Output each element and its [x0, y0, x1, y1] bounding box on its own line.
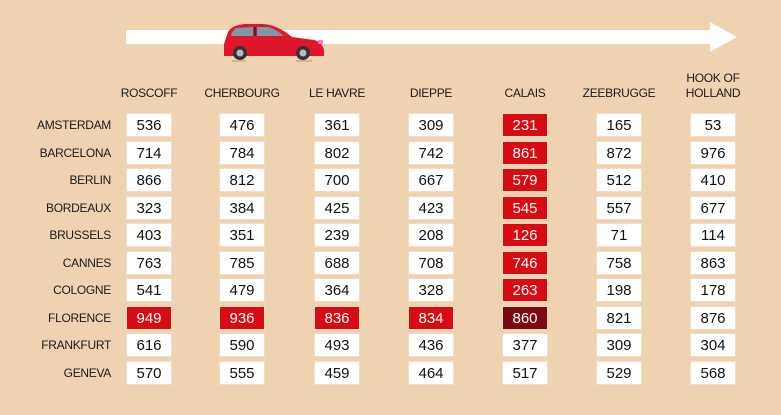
distance-cell: 53	[690, 113, 736, 137]
distance-cell: 304	[690, 333, 736, 357]
route-graphic	[126, 22, 737, 62]
distance-cell: 700	[314, 168, 360, 192]
distance-cell: 758	[596, 250, 642, 275]
city-label: CANNES	[62, 255, 112, 270]
distance-cell: 403	[126, 223, 172, 247]
distance-cell: 785	[219, 250, 265, 275]
distance-cell: 208	[408, 223, 454, 247]
distance-cell: 529	[596, 360, 642, 385]
distance-cell: 708	[408, 250, 454, 275]
distance-cell: 976	[690, 140, 736, 165]
distance-cell: 126	[502, 223, 548, 247]
distance-cell: 677	[690, 195, 736, 220]
distance-cell: 198	[596, 278, 642, 302]
car-icon	[224, 24, 324, 62]
distance-cell: 459	[314, 360, 360, 385]
city-label: FLORENCE	[48, 310, 111, 325]
distance-cell: 834	[408, 305, 454, 330]
port-header: ZEEBRUGGE	[582, 86, 656, 100]
city-label: BERLIN	[69, 173, 111, 187]
distance-cell: 746	[502, 250, 548, 275]
distance-cell: 309	[408, 113, 454, 137]
distance-cell: 555	[219, 360, 265, 385]
distance-cell: 545	[502, 195, 548, 220]
distance-cell: 231	[502, 113, 548, 137]
distance-cell: 476	[219, 113, 265, 137]
distance-cell: 714	[126, 140, 172, 165]
city-label: FRANKFURT	[41, 338, 111, 352]
distance-cell: 861	[502, 140, 548, 165]
distance-cell: 616	[126, 333, 172, 357]
distance-cell: 239	[314, 223, 360, 247]
distance-cell: 570	[126, 360, 172, 385]
distance-cell: 384	[219, 195, 265, 220]
distance-cell: 784	[219, 140, 265, 165]
distance-cell: 361	[314, 113, 360, 137]
distance-cell: 579	[502, 168, 548, 192]
distance-cell: 541	[126, 278, 172, 302]
distance-cell: 863	[690, 250, 736, 275]
distance-cell: 536	[126, 113, 172, 137]
distance-cell: 866	[126, 168, 172, 192]
distance-cell: 742	[408, 140, 454, 165]
distance-cell: 377	[502, 333, 548, 357]
port-header: HOOK OF HOLLAND	[685, 71, 741, 100]
distance-cell: 178	[690, 278, 736, 302]
distance-cell: 323	[126, 195, 172, 220]
distance-cell: 263	[502, 278, 548, 302]
distance-cell: 812	[219, 168, 265, 192]
distance-cell: 872	[596, 140, 642, 165]
distance-cell: 936	[219, 305, 265, 330]
distance-cell: 351	[219, 223, 265, 247]
distance-cell: 410	[690, 168, 736, 192]
port-header: CHERBOURG	[204, 86, 280, 100]
distance-cell: 423	[408, 195, 454, 220]
distance-cell: 568	[690, 360, 736, 385]
distance-cell: 436	[408, 333, 454, 357]
distance-cell: 479	[219, 278, 265, 302]
distance-cell: 114	[690, 223, 736, 247]
distance-cell: 590	[219, 333, 265, 357]
distance-cell: 493	[314, 333, 360, 357]
city-label: BRUSSELS	[49, 228, 111, 242]
city-label: BORDEAUX	[46, 200, 111, 215]
distance-cell: 821	[596, 305, 642, 330]
city-label: GENEVA	[63, 365, 112, 380]
distance-cell: 763	[126, 250, 172, 275]
distance-cell: 688	[314, 250, 360, 275]
distance-cell: 517	[502, 360, 548, 385]
distance-cell: 557	[596, 195, 642, 220]
distance-cell: 949	[126, 305, 172, 330]
city-label: BARCELONA	[39, 145, 112, 160]
distance-cell: 328	[408, 278, 454, 302]
distance-cell: 425	[314, 195, 360, 220]
distance-cell: 464	[408, 360, 454, 385]
distance-cell: 364	[314, 278, 360, 302]
arrow-right-icon	[126, 22, 737, 52]
distance-cell: 860	[502, 305, 548, 330]
port-header: LE HAVRE	[308, 86, 366, 100]
city-label: AMSTERDAM	[37, 118, 111, 132]
distance-cell: 309	[596, 333, 642, 357]
port-header: DIEPPE	[409, 86, 453, 100]
distance-cell: 876	[690, 305, 736, 330]
distance-cell: 512	[596, 168, 642, 192]
distance-cell: 71	[596, 223, 642, 247]
distance-cell: 667	[408, 168, 454, 192]
distance-cell: 836	[314, 305, 360, 330]
port-header: ROSCOFF	[120, 86, 178, 100]
port-header: CALAIS	[504, 86, 546, 100]
city-label: COLOGNE	[53, 283, 111, 297]
distance-cell: 165	[596, 113, 642, 137]
distance-cell: 802	[314, 140, 360, 165]
